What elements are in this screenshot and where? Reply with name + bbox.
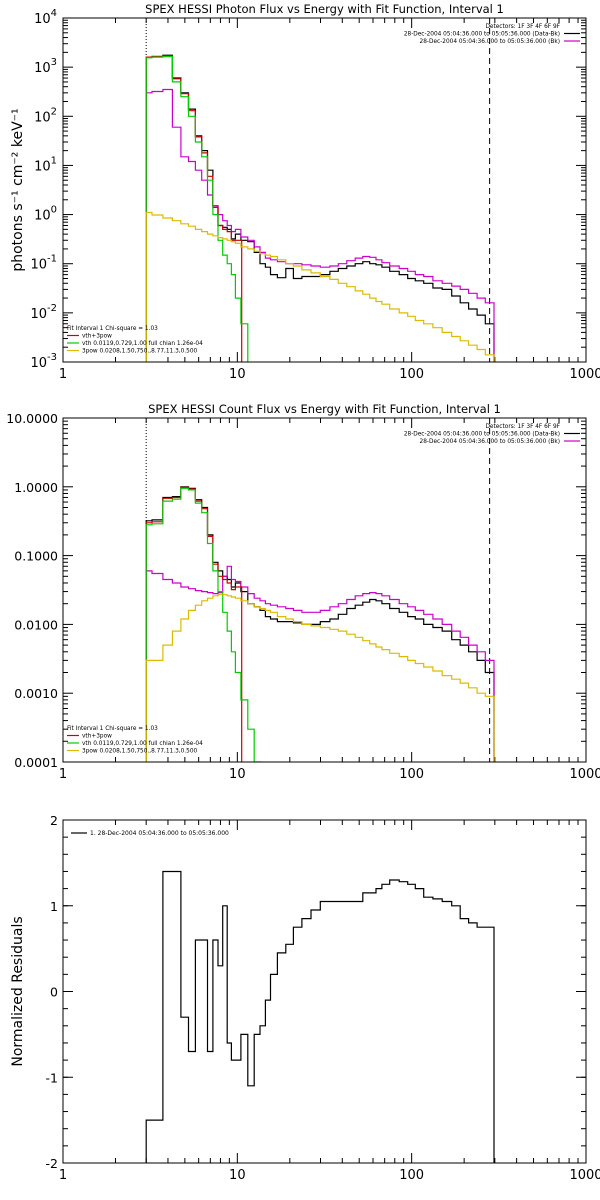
plot-frame <box>62 17 587 363</box>
legend-bottom-left-text: vth+3pow <box>82 734 112 740</box>
x-tick-label: 10 <box>229 1168 246 1183</box>
y-tick-label: 103 <box>34 57 57 76</box>
legend-bottom-left-title: Fit Interval 1 Chi-square = 1.03 <box>67 326 158 332</box>
series-1-28-dec-2004-05-04-36-000-to-05-05-36-000 <box>145 870 495 1163</box>
y-tick-label: -2 <box>46 1156 58 1171</box>
y-tick-label: 10-3 <box>30 352 57 371</box>
y-tick-exponent: 4 <box>51 8 57 19</box>
chart-panel-1: SPEX HESSI Photon Flux vs Energy with Fi… <box>10 2 600 382</box>
legend-bottom-left-title: Fit Interval 1 Chi-square = 1.03 <box>67 726 158 732</box>
x-tick-label: 1 <box>59 367 67 382</box>
legend-bottom-left-text: vth+3pow <box>82 334 112 340</box>
plot-frame <box>62 819 587 1164</box>
series-group <box>145 870 495 1163</box>
y-tick-label: 0.0010 <box>14 686 58 701</box>
y-tick-label: 10-1 <box>30 254 57 273</box>
series-data-bk <box>145 486 495 762</box>
chart-title: SPEX HESSI Photon Flux vs Energy with Fi… <box>145 2 504 16</box>
y-tick-label: 1.0000 <box>14 480 58 495</box>
y-tick-label: 0.0001 <box>14 755 58 770</box>
legend-top-right-text: Detectors: 1F 3F 4F 6F 9F <box>485 424 560 430</box>
y-tick-base: 10 <box>34 12 51 27</box>
y-tick-base: 10 <box>34 110 51 125</box>
y-tick-base: 10 <box>30 258 47 273</box>
plot-frame <box>62 417 587 763</box>
series-vth-3pow <box>145 486 243 762</box>
y-tick-label: 104 <box>34 8 57 27</box>
legend-bottom-left-text: 3pow 0.0208,1.50,750.,8.77,11.3,0.500 <box>82 349 198 355</box>
chart-panel-2: SPEX HESSI Count Flux vs Energy with Fit… <box>6 402 600 782</box>
legend-top-right-text: 28-Dec-2004 05:04:36.000 to 05:05:36.000… <box>420 39 560 45</box>
chart-title: SPEX HESSI Count Flux vs Energy with Fit… <box>148 402 501 416</box>
legend-bottom-left-text: vth 0.0119,0.729,1.00 full chian 1.26e-0… <box>82 741 203 747</box>
y-tick-exponent: -2 <box>47 303 57 314</box>
x-tick-label: 1000 <box>569 767 600 782</box>
x-tick-label: 1000 <box>569 1168 600 1183</box>
y-tick-label: 100 <box>34 205 57 224</box>
series-data-bk <box>145 54 495 362</box>
y-tick-label: 10.0000 <box>6 411 58 426</box>
y-tick-exponent: 2 <box>51 106 57 117</box>
y-tick-base: 10 <box>34 209 51 224</box>
y-tick-exponent: -3 <box>47 352 57 363</box>
y-tick-label: 102 <box>34 106 57 125</box>
x-tick-label: 100 <box>399 367 424 382</box>
x-tick-label: 100 <box>399 1168 424 1183</box>
series-3pow <box>145 211 495 362</box>
y-axis-label: photons s⁻¹ cm⁻² keV⁻¹ <box>10 108 26 271</box>
y-tick-base: 10 <box>30 356 47 371</box>
series-bk <box>145 565 495 762</box>
y-tick-exponent: -1 <box>47 254 57 265</box>
legend-bottom-left-text: 3pow 0.0208,1.50,750.,8.77,11.3,0.500 <box>82 749 198 755</box>
y-tick-base: 10 <box>34 159 51 174</box>
y-tick-label: 0 <box>50 985 58 1000</box>
x-tick-label: 1000 <box>569 367 600 382</box>
y-tick-label: -1 <box>46 1070 58 1085</box>
x-tick-label: 1 <box>59 1168 67 1183</box>
series-group <box>145 486 495 762</box>
series-bk <box>145 88 495 362</box>
y-tick-label: 101 <box>34 155 57 174</box>
series-group <box>145 54 495 362</box>
legend-top-left-text: 1. 28-Dec-2004 05:04:36.000 to 05:05:36.… <box>90 830 229 837</box>
y-tick-label: 10-2 <box>30 303 57 322</box>
y-tick-label: 0.1000 <box>14 549 58 564</box>
series-vth <box>145 55 257 362</box>
legend-top-right-text: 28-Dec-2004 05:04:36.000 to 05:05:36.000… <box>420 439 560 445</box>
y-tick-exponent: 1 <box>51 155 57 166</box>
y-axis-label: Normalized Residuals <box>10 916 26 1066</box>
x-tick-label: 100 <box>399 767 424 782</box>
y-tick-label: 1 <box>50 899 58 914</box>
x-tick-label: 10 <box>229 767 246 782</box>
legend-top-right-text: 28-Dec-2004 05:04:36.000 to 05:05:36.000… <box>404 32 560 38</box>
legend-top-right-text: Detectors: 1F 3F 4F 6F 9F <box>485 24 560 30</box>
y-tick-exponent: 3 <box>51 57 57 68</box>
x-tick-label: 10 <box>229 367 246 382</box>
y-tick-label: 2 <box>50 813 58 828</box>
y-tick-label: 0.0100 <box>14 617 58 632</box>
legend-bottom-left-text: vth 0.0119,0.729,1.00 full chian 1.26e-0… <box>82 341 203 347</box>
series-vth <box>145 487 262 762</box>
legend-top-right-text: 28-Dec-2004 05:04:36.000 to 05:05:36.000… <box>404 432 560 438</box>
y-tick-exponent: 0 <box>51 205 57 216</box>
series-3pow <box>145 594 495 762</box>
y-tick-base: 10 <box>34 61 51 76</box>
chart-panel-3: 1 10 100 1000 -2 -1 0 1 2 Normalized Residuals 1. … <box>10 813 600 1183</box>
y-tick-base: 10 <box>30 307 47 322</box>
x-tick-label: 1 <box>59 767 67 782</box>
